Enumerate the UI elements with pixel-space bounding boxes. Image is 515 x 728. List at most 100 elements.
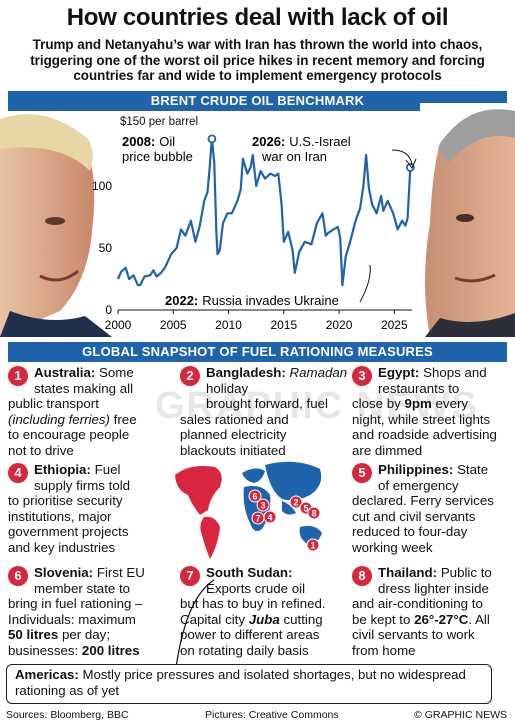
card-line: from home <box>352 642 416 658</box>
card-line: close by 9pm every <box>352 396 469 412</box>
card-country: Thailand: <box>378 565 438 580</box>
card-line-row: are dimmed <box>352 443 512 459</box>
card-line: power to different areas <box>180 627 320 643</box>
card-line-row: Individuals: maximum <box>8 612 173 628</box>
marker-2008-peak <box>207 134 217 144</box>
card-line-row: Ethiopia: Fuel <box>8 462 173 478</box>
card-number-badge: 7 <box>180 566 200 586</box>
svg-text:2026:U.S.-Israel: 2026: U.S.-Israel <box>252 134 351 149</box>
card-number-badge: 4 <box>8 463 28 483</box>
card-line: institutions, major <box>8 508 112 524</box>
series-line-brent <box>116 137 412 287</box>
card-line-row: be kept to 26°-27°C. All <box>352 612 512 628</box>
card-line-row: power to different areas <box>180 627 350 643</box>
card-line-row: brought forward, fuel <box>180 396 350 412</box>
card-country: Australia: <box>34 365 96 380</box>
map-marker <box>289 495 303 509</box>
americas-text: Mostly price pressures and isolated shor… <box>15 667 466 698</box>
card-slovenia: Slovenia: First EU member state to bring i… <box>8 565 173 659</box>
y-tick-label: 50 <box>99 241 113 255</box>
card-line: night, while street lights <box>352 411 491 427</box>
card-number-badge: 5 <box>352 463 372 483</box>
card-line-row: night, while street lights <box>352 412 512 428</box>
map-marker-number: 7 <box>255 514 260 524</box>
card-line: (including ferries) free <box>8 411 137 427</box>
card-line: blackouts initiated <box>180 442 286 458</box>
card-line-row: blackouts initiated <box>180 443 350 459</box>
card-line: Public to <box>440 565 492 580</box>
card-line-row: to prioritise security <box>8 493 173 509</box>
card-line: declared. Ferry services <box>352 493 494 509</box>
card-line-row: planned electricity <box>180 427 350 443</box>
card-line: government projects <box>8 524 129 540</box>
card-line: cut and civil servants <box>352 508 476 524</box>
map-marker <box>256 498 270 512</box>
card-line: to encourage people <box>8 427 130 443</box>
y-tick-label: 100 <box>92 179 112 193</box>
card-line-row: supply firms told <box>8 478 173 494</box>
card-line: but has to buy in refined. <box>180 596 326 612</box>
annotation-2022-text: Russia invades Ukraine <box>202 293 339 308</box>
card-country: Philippines: <box>378 462 454 477</box>
card-line-row: 50 litres per day; <box>8 627 173 643</box>
netanyahu-portrait <box>420 103 515 337</box>
map-marker-number: 1 <box>310 541 315 551</box>
map-marker-number: 8 <box>311 509 316 519</box>
map-marker <box>263 510 277 524</box>
map-marker <box>306 538 320 552</box>
card-country: South Sudan: <box>206 565 293 580</box>
map-marker-number: 5 <box>303 504 308 514</box>
card-country: Egypt: <box>378 365 420 380</box>
card-line-row: close by 9pm every <box>352 396 512 412</box>
card-line: are dimmed <box>352 442 423 458</box>
card-line: working week <box>352 539 433 555</box>
card-line: bring in fuel rationing – <box>8 596 143 612</box>
card-line-row: South Sudan: <box>180 565 350 581</box>
card-line: supply firms told <box>34 477 131 493</box>
card-number-badge: 6 <box>8 566 28 586</box>
card-country: Ethiopia: <box>34 462 91 477</box>
annotation-2022-leader <box>359 264 371 303</box>
card-line: Individuals: maximum <box>8 611 136 627</box>
card-line: on rotating daily basis <box>180 642 309 658</box>
card-line-row: businesses: 200 litres <box>8 643 173 659</box>
card-line-row: reduced to four-day <box>352 524 512 540</box>
card-number-badge: 2 <box>180 366 200 386</box>
card-number-badge: 8 <box>352 566 372 586</box>
annotation-2026-year: 2026: <box>252 134 285 149</box>
marker-2026-point <box>405 163 415 172</box>
card-line: Some <box>99 365 134 380</box>
card-line: and roadside advertising <box>352 427 497 443</box>
trump-portrait <box>0 111 112 337</box>
card-line-row: civil servants to work <box>352 627 512 643</box>
card-line-row: declared. Ferry services <box>352 493 512 509</box>
x-tick-label: 2000 <box>105 318 132 332</box>
card-country: Slovenia: <box>34 565 94 580</box>
card-line-row: bring in fuel rationing – <box>8 596 173 612</box>
annotation-2008-text-2: price bubble <box>122 149 193 164</box>
map-marker-number: 6 <box>252 492 257 502</box>
card-line-row: and roadside advertising <box>352 427 512 443</box>
x-tick-label: 2005 <box>160 318 187 332</box>
card-line-row: of emergency <box>352 478 512 494</box>
card-line-row: Exports crude oil <box>180 581 350 597</box>
americas-label: Americas: <box>15 667 79 682</box>
card-line: First EU <box>96 565 145 580</box>
card-line: to prioritise security <box>8 493 123 509</box>
card-number-badge: 3 <box>352 366 372 386</box>
map-marker <box>307 506 321 520</box>
card-number-badge: 1 <box>8 366 28 386</box>
americas-box: Americas: Mostly price pressures and iso… <box>6 664 492 704</box>
card-line-row: member state to <box>8 581 173 597</box>
footer-pictures: Pictures: Creative Commons <box>205 709 339 721</box>
card-line: Shops and <box>423 365 487 380</box>
x-tick-label: 2010 <box>215 318 242 332</box>
card-line-row: government projects <box>8 524 173 540</box>
card-philippines: Philippines: State of emergency declared. … <box>352 462 512 556</box>
card-line-row: cut and civil servants <box>352 509 512 525</box>
card-line: be kept to 26°-27°C. All <box>352 611 490 627</box>
card-line-row: but has to buy in refined. <box>180 596 350 612</box>
card-line: states making all <box>34 380 134 396</box>
card-line: brought forward, fuel <box>206 396 328 412</box>
x-tick-label: 2015 <box>270 318 297 332</box>
